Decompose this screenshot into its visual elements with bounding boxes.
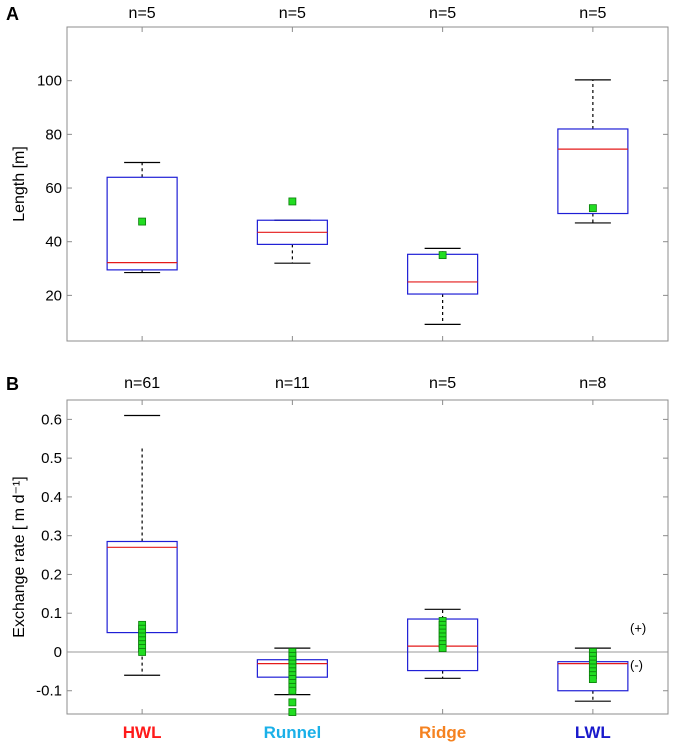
annotation-negative: (-)	[630, 657, 643, 672]
y-axis-label: Exchange rate [ m d⁻¹]	[11, 476, 28, 637]
y-tick-label: 0	[54, 644, 62, 661]
panel-letter: A	[6, 4, 19, 24]
count-label: n=5	[129, 5, 156, 22]
category-label: Runnel	[264, 723, 322, 742]
count-label: n=61	[124, 375, 160, 392]
y-tick-label: 0.4	[41, 489, 62, 506]
data-point	[138, 648, 147, 656]
data-point	[288, 698, 297, 707]
y-tick-label: 0.3	[41, 528, 62, 545]
iqr-box	[557, 128, 629, 215]
iqr-box	[407, 253, 479, 295]
category-label: HWL	[123, 723, 162, 742]
count-label: n=5	[429, 5, 456, 22]
y-tick-label: 40	[45, 234, 62, 251]
iqr-box	[106, 176, 178, 271]
box-runnel	[256, 219, 328, 264]
category-label: Ridge	[419, 723, 466, 742]
box-lwl	[557, 79, 629, 224]
y-tick-label: 80	[45, 126, 62, 143]
count-label: n=11	[275, 375, 310, 392]
y-tick-label: 0.5	[41, 450, 62, 467]
y-tick-label: 20	[45, 287, 62, 304]
data-point	[588, 204, 597, 213]
y-tick-label: -0.1	[36, 683, 62, 700]
y-tick-label: 100	[37, 73, 62, 90]
panel-b: B -0.1 0 0.1 0.2 0.3 0.4 0.5 0.6 Exchange rate [ …	[6, 374, 669, 742]
y-tick-label: 0.1	[41, 605, 62, 622]
plot-frame	[66, 399, 669, 715]
y-tick-label: 0.6	[41, 411, 62, 428]
data-point	[438, 251, 447, 260]
data-point	[138, 217, 147, 226]
data-point	[438, 644, 447, 652]
data-point	[588, 675, 597, 684]
count-label: n=5	[279, 5, 306, 22]
panel-letter: B	[6, 374, 19, 394]
box-ridge	[407, 247, 479, 325]
count-label: n=5	[429, 375, 456, 392]
box-hwl	[106, 161, 178, 274]
panel-a: A 20 40 60 80 100 Length [m] n=5 n=5 n=5 n=5	[6, 4, 669, 342]
annotation-positive: (+)	[630, 621, 646, 636]
y-tick-label: 0.2	[41, 566, 62, 583]
y-tick-label: 60	[45, 180, 62, 197]
data-point	[288, 686, 297, 695]
data-point	[288, 708, 297, 716]
category-label: LWL	[575, 723, 611, 742]
iqr-box	[106, 540, 178, 634]
y-axis-label: Length [m]	[11, 146, 28, 222]
count-label: n=8	[579, 375, 606, 392]
count-label: n=5	[579, 5, 606, 22]
data-point	[288, 197, 297, 206]
plot-frame	[66, 26, 669, 342]
